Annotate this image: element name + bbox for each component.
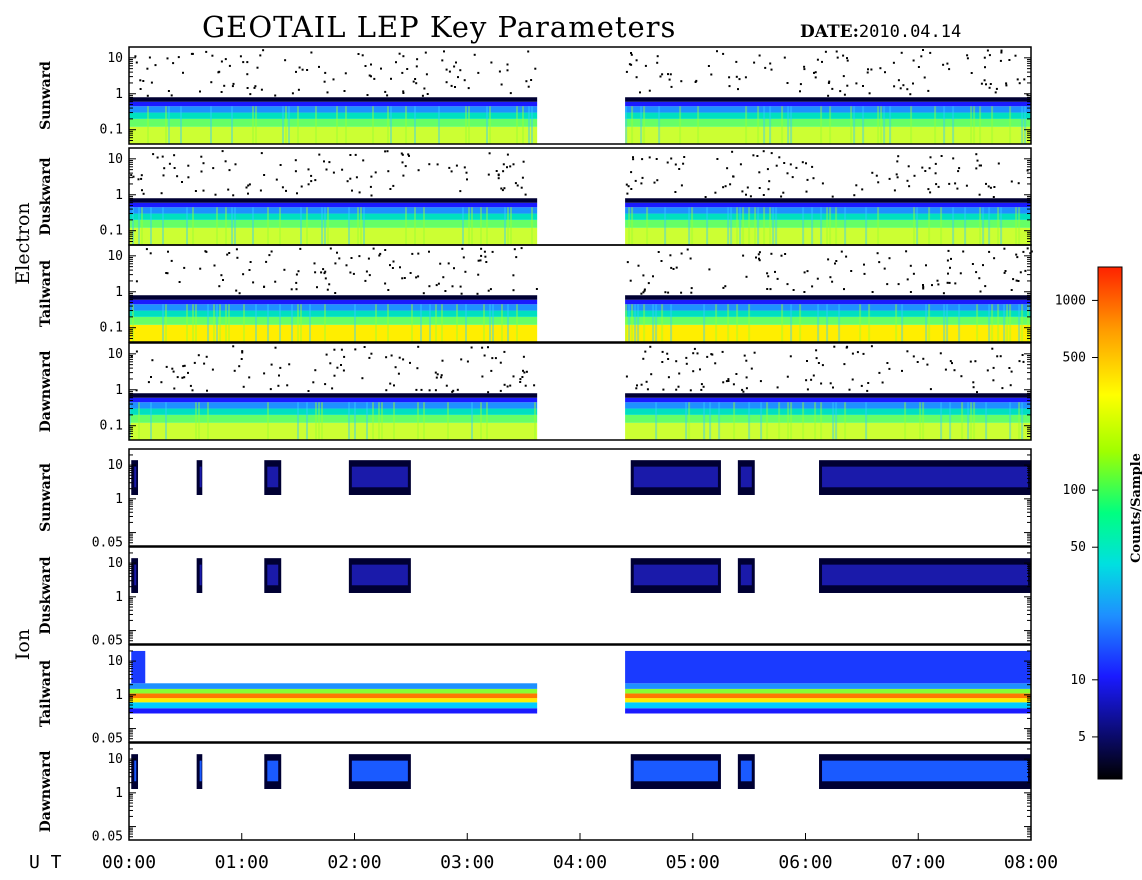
y-tick-label: 1 bbox=[115, 285, 123, 300]
colorbar-title: Counts/Sample bbox=[1129, 453, 1142, 563]
y-tick-label: 0.05 bbox=[92, 830, 123, 845]
x-tick-label: 00:00 bbox=[102, 852, 156, 873]
x-tick-label: 06:00 bbox=[778, 852, 832, 873]
date-value: 2010.04.14 bbox=[858, 22, 962, 42]
panel-electron-sunward bbox=[128, 46, 1032, 145]
y-tick-label: 1 bbox=[115, 786, 123, 801]
colorbar-tick-label: 50 bbox=[1070, 540, 1086, 555]
x-tick-label: 07:00 bbox=[891, 852, 945, 873]
y-tick-label: 1 bbox=[115, 590, 123, 605]
date-readout: DATE:2010.04.14 bbox=[800, 22, 961, 42]
y-tick-label: 0.05 bbox=[92, 536, 123, 551]
y-tick-label: 0.1 bbox=[100, 224, 123, 239]
panel-label: Duskward bbox=[38, 157, 54, 235]
y-tick-label: 1 bbox=[115, 492, 123, 507]
x-tick-label: 08:00 bbox=[1004, 852, 1058, 873]
panel-label: Tailward bbox=[38, 660, 54, 727]
panel-label: Tailward bbox=[38, 260, 54, 327]
x-tick-label: 04:00 bbox=[553, 852, 607, 873]
panel-electron-tailward bbox=[128, 244, 1033, 343]
group-label: Ion bbox=[12, 629, 34, 660]
panel-label: Sunward bbox=[38, 463, 54, 532]
panel-ion-duskward bbox=[128, 546, 1032, 645]
y-tick-label: 10 bbox=[107, 152, 123, 167]
y-tick-label: 10 bbox=[107, 249, 123, 264]
x-axis-prefix: U T bbox=[29, 852, 62, 873]
y-tick-label: 10 bbox=[107, 347, 123, 362]
y-tick-label: 0.05 bbox=[92, 634, 123, 649]
group-label: Electron bbox=[12, 202, 34, 284]
panel-ion-sunward bbox=[128, 448, 1032, 547]
y-tick-label: 10 bbox=[107, 752, 123, 767]
y-tick-label: 10 bbox=[107, 654, 123, 669]
colorbar-tick-label: 1000 bbox=[1055, 293, 1086, 308]
y-tick-label: 0.1 bbox=[100, 419, 123, 434]
plot-title: GEOTAIL LEP Key Parameters bbox=[202, 10, 677, 44]
panel-ion-tailward bbox=[128, 644, 1032, 743]
y-tick-label: 1 bbox=[115, 688, 123, 703]
y-tick-label: 0.1 bbox=[100, 123, 123, 138]
x-tick-label: 05:00 bbox=[666, 852, 720, 873]
panel-ion-dawnward bbox=[128, 742, 1032, 841]
x-tick-label: 01:00 bbox=[215, 852, 269, 873]
panel-label: Duskward bbox=[38, 556, 54, 634]
y-tick-label: 0.05 bbox=[92, 732, 123, 747]
x-tick-label: 03:00 bbox=[440, 852, 494, 873]
panel-electron-dawnward bbox=[128, 342, 1032, 441]
labels-layer: 0.1 1 10 Sunward 0.1 1 10 Duskward 0.1 1 10 Tailwar… bbox=[12, 51, 1058, 873]
panel-label: Sunward bbox=[38, 61, 54, 130]
panel-electron-duskward bbox=[128, 147, 1032, 246]
x-tick-label: 02:00 bbox=[327, 852, 381, 873]
colorbar-tick-label: 500 bbox=[1063, 351, 1086, 366]
date-label: DATE: bbox=[800, 22, 859, 42]
colorbar-tick-label: 5 bbox=[1078, 730, 1086, 745]
y-tick-label: 10 bbox=[107, 556, 123, 571]
panel-label: Dawnward bbox=[38, 750, 54, 832]
y-tick-label: 10 bbox=[107, 51, 123, 66]
y-tick-label: 1 bbox=[115, 87, 123, 102]
y-tick-label: 0.1 bbox=[100, 321, 123, 336]
colorbar-tick-label: 100 bbox=[1063, 483, 1086, 498]
y-tick-label: 10 bbox=[107, 458, 123, 473]
panels-layer bbox=[128, 46, 1033, 841]
panel-label: Dawnward bbox=[38, 350, 54, 432]
colorbar: 5 10 50 100 500 1000 Counts/Sample bbox=[1055, 266, 1142, 780]
colorbar-tick-label: 10 bbox=[1070, 673, 1086, 688]
y-tick-label: 1 bbox=[115, 383, 123, 398]
y-tick-label: 1 bbox=[115, 188, 123, 203]
